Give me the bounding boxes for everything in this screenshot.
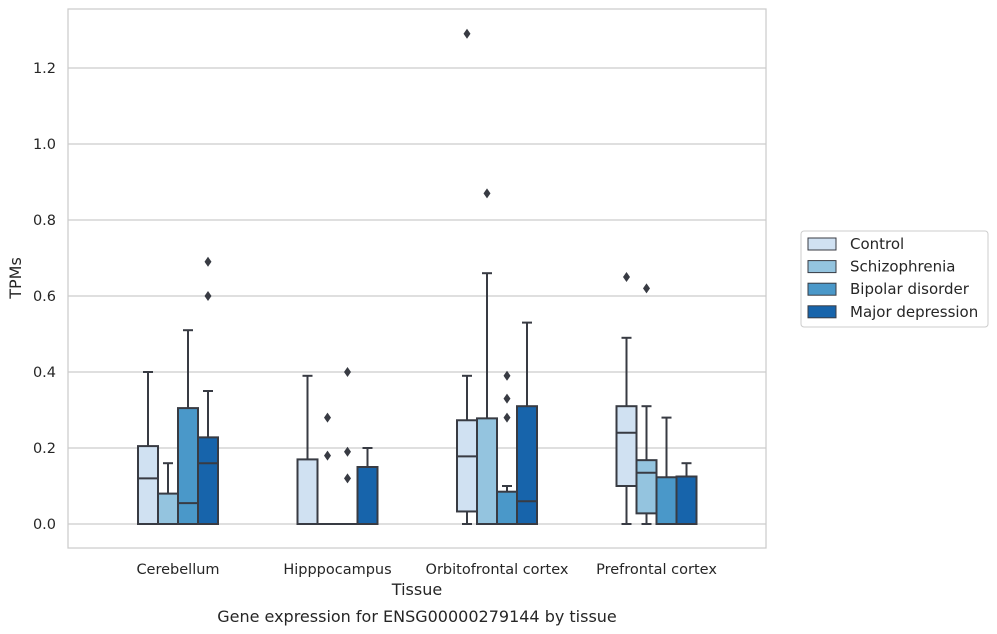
legend-label: Bipolar disorder bbox=[850, 280, 970, 298]
y-tick-label: 0.8 bbox=[33, 213, 56, 229]
box-iqr bbox=[516, 405, 538, 526]
box-control bbox=[615, 336, 638, 525]
box-major-depression bbox=[356, 447, 379, 525]
legend: Control Schizophrenia Bipolar disorder Majo… bbox=[800, 230, 989, 328]
legend-label: Schizophrenia bbox=[850, 258, 955, 276]
box-iqr bbox=[635, 459, 658, 515]
legend-frame bbox=[800, 230, 989, 328]
box-series bbox=[137, 272, 698, 526]
legend-swatch bbox=[807, 305, 837, 319]
outlier-point bbox=[503, 412, 511, 423]
legend-swatch bbox=[807, 260, 837, 274]
box-iqr bbox=[177, 407, 199, 526]
legend-label: Control bbox=[850, 235, 904, 253]
box-bipolar-disorder bbox=[655, 416, 678, 526]
box-bipolar-disorder bbox=[496, 485, 518, 526]
box-bipolar-disorder bbox=[177, 329, 199, 526]
box-schizophrenia bbox=[476, 272, 498, 525]
gridlines bbox=[68, 67, 766, 525]
x-tick-label: Cerebellum bbox=[136, 562, 219, 578]
outlier-point bbox=[643, 283, 650, 294]
outlier-point bbox=[324, 412, 331, 423]
y-tick-label: 1.0 bbox=[33, 137, 56, 153]
box-major-depression bbox=[197, 390, 219, 525]
box-iqr bbox=[655, 476, 678, 526]
box-major-depression bbox=[675, 462, 698, 525]
plot-area-frame bbox=[67, 8, 767, 549]
box-iqr bbox=[675, 475, 698, 525]
box-control bbox=[296, 374, 319, 525]
y-tick-label: 0.2 bbox=[33, 441, 56, 457]
box-iqr bbox=[615, 405, 638, 488]
y-axis-ticks: 0.0 0.2 0.4 0.6 0.8 1.0 1.2 bbox=[33, 61, 56, 533]
x-axis-title: Tissue bbox=[391, 580, 442, 599]
box-major-depression bbox=[516, 321, 538, 526]
y-tick-label: 1.2 bbox=[33, 61, 56, 77]
legend-label: Major depression bbox=[850, 303, 978, 321]
box-iqr bbox=[197, 436, 219, 525]
outlier-point bbox=[623, 272, 630, 282]
y-tick-label: 0.6 bbox=[33, 289, 56, 305]
box-iqr bbox=[496, 490, 518, 526]
outlier-points bbox=[204, 28, 650, 484]
x-tick-label: Hipppocampus bbox=[283, 562, 391, 578]
y-tick-label: 0.4 bbox=[33, 365, 56, 381]
chart-caption: Gene expression for ENSG00000279144 by t… bbox=[217, 607, 617, 626]
box-iqr bbox=[356, 466, 379, 525]
box-iqr bbox=[476, 417, 498, 525]
x-axis-ticks: Cerebellum Hipppocampus Orbitofrontal cort… bbox=[136, 562, 717, 578]
box-iqr bbox=[456, 419, 478, 513]
outlier-point bbox=[463, 28, 471, 39]
box-iqr bbox=[157, 492, 179, 526]
y-axis-title: TPMs bbox=[6, 257, 25, 300]
legend-swatch bbox=[807, 282, 837, 296]
box-control bbox=[456, 374, 478, 525]
legend-swatch bbox=[807, 237, 837, 251]
box-schizophrenia bbox=[157, 462, 179, 526]
outlier-point bbox=[344, 367, 351, 377]
outlier-point bbox=[503, 370, 511, 381]
outlier-point bbox=[324, 450, 331, 461]
outlier-point bbox=[204, 256, 212, 267]
box-control bbox=[137, 371, 159, 526]
x-tick-label: Orbitofrontal cortex bbox=[426, 562, 569, 578]
outlier-point bbox=[483, 188, 491, 199]
box-iqr bbox=[296, 458, 319, 525]
box-schizophrenia bbox=[635, 405, 658, 525]
outlier-point bbox=[503, 393, 511, 404]
box-iqr bbox=[137, 445, 159, 526]
outlier-point bbox=[204, 291, 212, 301]
y-tick-label: 0.0 bbox=[33, 517, 56, 533]
outlier-point bbox=[344, 446, 351, 457]
x-tick-label: Prefrontal cortex bbox=[596, 562, 717, 578]
outlier-point bbox=[344, 473, 351, 484]
